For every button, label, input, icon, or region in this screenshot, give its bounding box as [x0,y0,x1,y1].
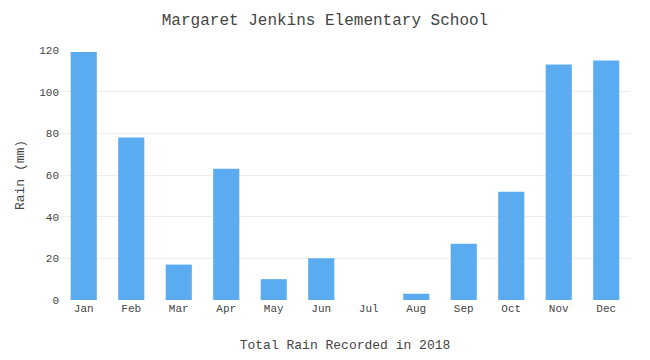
svg-text:Aug: Aug [406,303,426,315]
svg-text:Sep: Sep [454,303,474,315]
svg-text:20: 20 [46,253,59,265]
svg-text:80: 80 [46,128,59,140]
svg-text:Rain (mm): Rain (mm) [13,140,28,210]
svg-text:May: May [264,303,284,315]
svg-text:Nov: Nov [549,303,569,315]
svg-text:Total Rain Recorded in 2018: Total Rain Recorded in 2018 [240,338,451,353]
svg-text:Oct: Oct [501,303,521,315]
svg-text:Jan: Jan [74,303,94,315]
svg-text:Dec: Dec [596,303,616,315]
svg-text:Feb: Feb [121,303,141,315]
svg-text:120: 120 [39,45,59,57]
svg-text:0: 0 [52,295,59,307]
svg-text:Jun: Jun [311,303,331,315]
svg-text:100: 100 [39,87,59,99]
svg-text:60: 60 [46,170,59,182]
svg-text:40: 40 [46,212,59,224]
svg-text:Mar: Mar [169,303,189,315]
svg-text:Margaret Jenkins Elementary Sc: Margaret Jenkins Elementary School [162,12,488,30]
svg-text:Jul: Jul [359,303,379,315]
svg-text:Apr: Apr [216,303,236,315]
